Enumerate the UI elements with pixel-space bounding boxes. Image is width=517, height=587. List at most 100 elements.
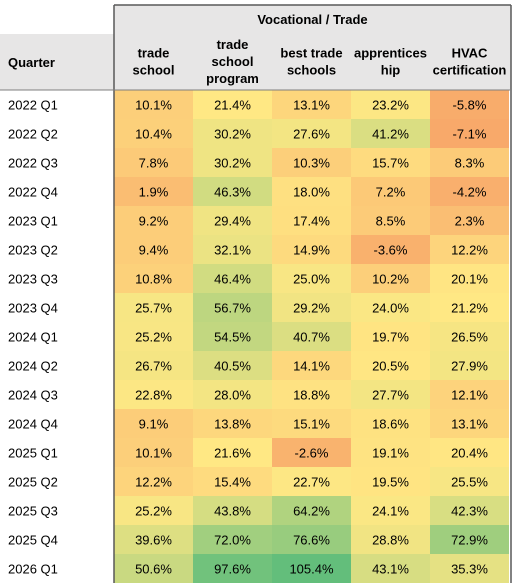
- column-header-label: program: [206, 71, 259, 86]
- cell-value: 2.3%: [455, 214, 485, 229]
- cell-value: -3.6%: [374, 243, 408, 258]
- heatmap-cell: [193, 235, 272, 264]
- cell-value: 10.2%: [372, 272, 409, 287]
- heatmap-cell: [272, 380, 351, 409]
- heatmap-cell: [272, 496, 351, 525]
- column-header-band: [114, 34, 511, 90]
- heatmap-cell: [430, 293, 509, 322]
- heatmap-cell: [351, 322, 430, 351]
- cell-value: 72.9%: [451, 533, 488, 548]
- cell-value: 72.0%: [214, 533, 251, 548]
- column-header-label: schools: [287, 63, 336, 78]
- cell-value: 19.7%: [372, 330, 409, 345]
- row-label: 2023 Q4: [8, 301, 58, 316]
- heatmap-cell: [351, 119, 430, 148]
- cell-value: 27.6%: [293, 127, 330, 142]
- heatmap-cell: [272, 264, 351, 293]
- heatmap-cell: [272, 235, 351, 264]
- cell-value: 12.2%: [451, 243, 488, 258]
- heatmap-cell: [351, 206, 430, 235]
- heatmap-cell: [193, 177, 272, 206]
- cell-value: 29.4%: [214, 214, 251, 229]
- heatmap-cell: [114, 496, 193, 525]
- heatmap-cell: [193, 409, 272, 438]
- heatmap-cell: [351, 264, 430, 293]
- row-label: 2023 Q3: [8, 272, 58, 287]
- cell-value: 21.2%: [451, 301, 488, 316]
- heatmap-cell: [193, 293, 272, 322]
- cell-value: 105.4%: [289, 562, 334, 577]
- cell-value: 13.1%: [451, 417, 488, 432]
- cell-value: 18.8%: [293, 388, 330, 403]
- heatmap-cell: [351, 177, 430, 206]
- column-header-label: hip: [381, 63, 401, 78]
- cell-value: 32.1%: [214, 243, 251, 258]
- cell-value: 9.1%: [139, 417, 169, 432]
- row-header-cell: [0, 34, 114, 90]
- heatmap-cell: [114, 206, 193, 235]
- heatmap-cell: [430, 148, 509, 177]
- cell-value: 39.6%: [135, 533, 172, 548]
- cell-value: 46.3%: [214, 185, 251, 200]
- cell-value: 15.4%: [214, 475, 251, 490]
- cell-value: 28.0%: [214, 388, 251, 403]
- heatmap-cell: [193, 206, 272, 235]
- heatmap-cell: [272, 322, 351, 351]
- cell-value: 20.1%: [451, 272, 488, 287]
- heatmap-cell: [351, 380, 430, 409]
- cell-value: 56.7%: [214, 301, 251, 316]
- heatmap-cell: [272, 409, 351, 438]
- cell-value: 27.9%: [451, 359, 488, 374]
- column-header-label: school: [212, 54, 254, 69]
- group-header-cell: [114, 5, 511, 34]
- cell-value: 9.4%: [139, 243, 169, 258]
- row-label: 2024 Q4: [8, 417, 58, 432]
- heatmap-cell: [114, 554, 193, 583]
- heatmap-cell: [430, 380, 509, 409]
- heatmap-cell: [430, 206, 509, 235]
- heatmap-cell: [193, 496, 272, 525]
- cell-value: -5.8%: [453, 98, 487, 113]
- cell-value: 30.2%: [214, 127, 251, 142]
- cell-value: -4.2%: [453, 185, 487, 200]
- heatmap-cell: [114, 409, 193, 438]
- cell-value: 40.7%: [293, 330, 330, 345]
- heatmap-cell: [193, 264, 272, 293]
- row-label: 2025 Q4: [8, 533, 58, 548]
- cell-value: 7.8%: [139, 156, 169, 171]
- heatmap-cell: [114, 525, 193, 554]
- cell-value: 22.7%: [293, 475, 330, 490]
- heatmap-cell: [193, 148, 272, 177]
- cell-value: 54.5%: [214, 330, 251, 345]
- row-header-label: Quarter: [8, 55, 55, 70]
- cell-value: 35.3%: [451, 562, 488, 577]
- heatmap-cell: [272, 148, 351, 177]
- cell-value: 10.4%: [135, 127, 172, 142]
- group-header: Vocational / Trade: [257, 12, 367, 27]
- heatmap-cell: [430, 235, 509, 264]
- heatmap-cell: [430, 351, 509, 380]
- cell-value: 25.7%: [135, 301, 172, 316]
- row-label: 2025 Q2: [8, 475, 58, 490]
- cell-value: 28.8%: [372, 533, 409, 548]
- heatmap-cell: [351, 235, 430, 264]
- row-label: 2022 Q1: [8, 98, 58, 113]
- cell-value: 14.1%: [293, 359, 330, 374]
- cell-value: 20.5%: [372, 359, 409, 374]
- cell-value: 25.5%: [451, 475, 488, 490]
- cell-value: 25.0%: [293, 272, 330, 287]
- cell-value: 27.7%: [372, 388, 409, 403]
- heatmap-cell: [193, 525, 272, 554]
- cell-value: 21.6%: [214, 446, 251, 461]
- heatmap-cell: [272, 206, 351, 235]
- heatmap-cell: [430, 119, 509, 148]
- column-header-label: HVAC: [452, 46, 488, 61]
- cell-value: 13.8%: [214, 417, 251, 432]
- heatmap-cell: [430, 467, 509, 496]
- row-label: 2026 Q1: [8, 562, 58, 577]
- cell-value: 8.3%: [455, 156, 485, 171]
- cell-value: 76.6%: [293, 533, 330, 548]
- heatmap-cell: [430, 322, 509, 351]
- heatmap-cell: [193, 322, 272, 351]
